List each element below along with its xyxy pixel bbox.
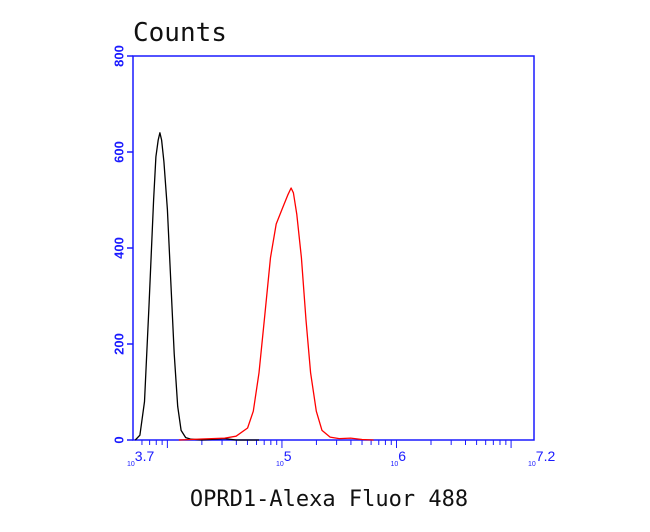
x-tick-base: 10 <box>391 461 399 468</box>
x-tick-base: 10 <box>127 461 135 468</box>
y-tick-label: 800 <box>112 45 127 67</box>
x-tick-label: 105 <box>276 448 292 468</box>
x-tick-exponent: 5 <box>284 448 292 464</box>
series-line-1 <box>134 132 259 441</box>
x-tick-base: 10 <box>276 461 284 468</box>
y-tick-label: 400 <box>112 237 127 259</box>
y-tick-label: 600 <box>112 141 127 163</box>
plot-frame <box>132 55 535 441</box>
y-tick-label: 200 <box>112 333 127 355</box>
series-line-2 <box>178 187 374 441</box>
x-tick-exponent: 3.7 <box>135 448 155 464</box>
y-axis-label: Counts <box>133 18 227 48</box>
histogram-series <box>134 132 374 441</box>
x-tick-exponent: 7.2 <box>536 448 556 464</box>
x-tick-label: 106 <box>391 448 407 468</box>
x-tick-base: 10 <box>528 461 536 468</box>
x-tick-exponent: 6 <box>398 448 406 464</box>
x-axis-label: OPRD1-Alexa Fluor 488 <box>190 487 468 512</box>
x-tick-label: 107.2 <box>528 448 555 468</box>
x-tick-label: 103.7 <box>127 448 154 468</box>
y-tick-label: 0 <box>112 436 127 443</box>
y-axis-ticks: 0 200 400 600 800 <box>112 45 133 444</box>
